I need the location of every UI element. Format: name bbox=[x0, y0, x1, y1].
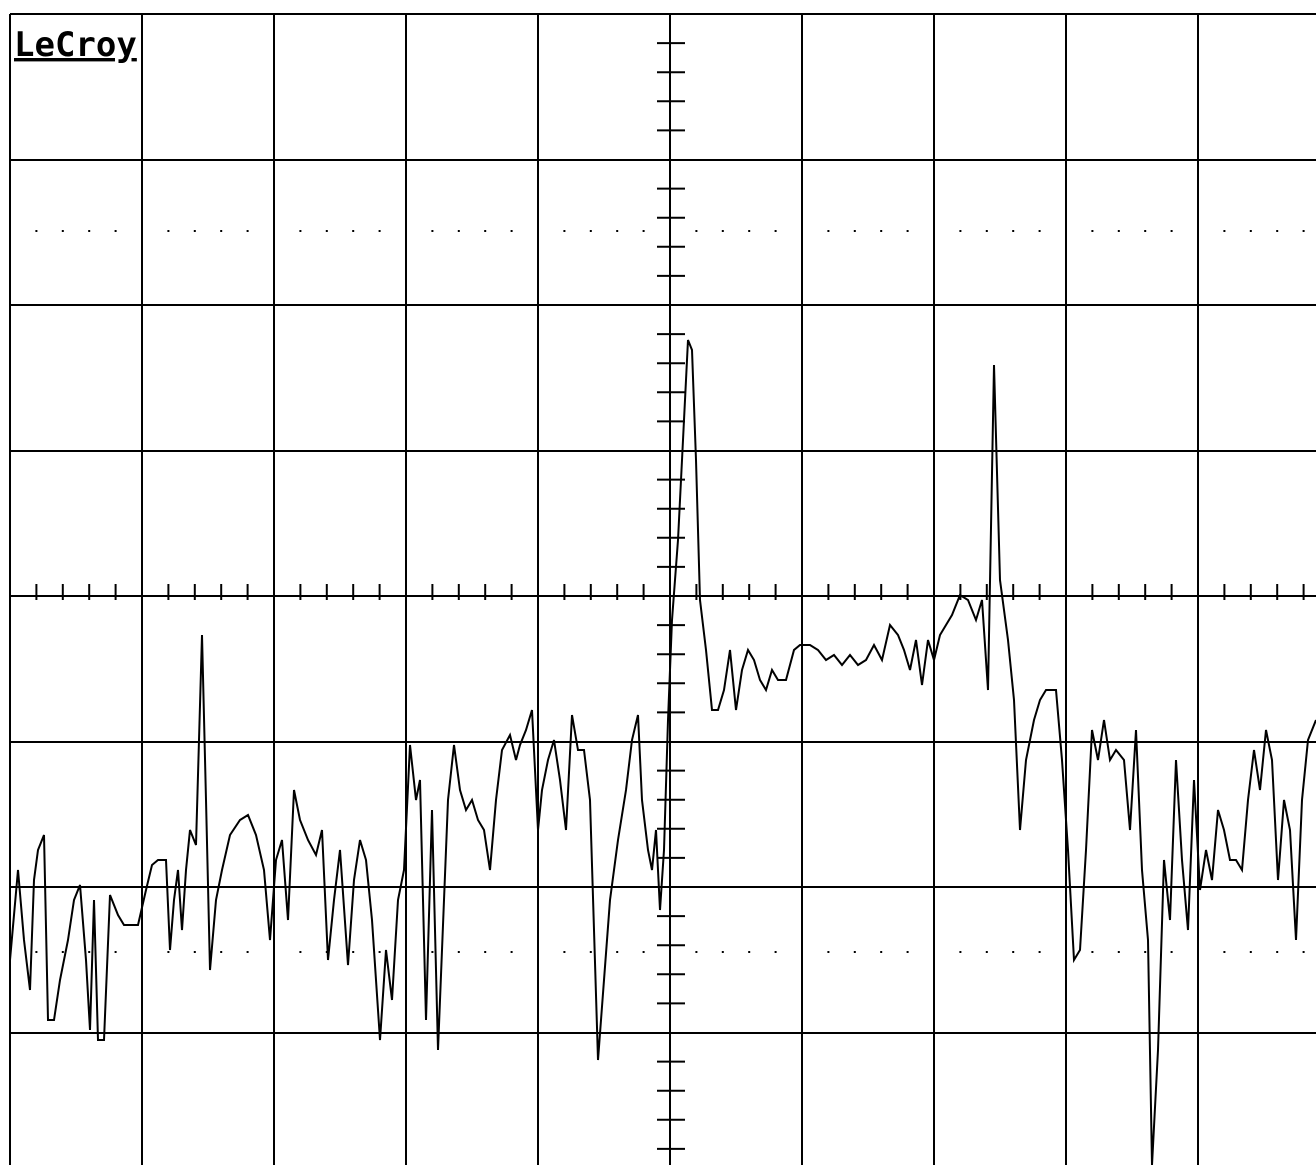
grid-dot bbox=[61, 230, 64, 232]
grid-dot bbox=[510, 951, 513, 953]
grid-dot bbox=[906, 951, 909, 953]
logo-backdrop bbox=[12, 18, 138, 68]
grid-dot bbox=[721, 230, 724, 232]
grid-dot bbox=[642, 951, 645, 953]
grid-dot bbox=[1091, 951, 1094, 953]
grid-dot bbox=[352, 951, 355, 953]
grid-dot bbox=[616, 951, 619, 953]
grid-dot bbox=[616, 230, 619, 232]
grid-dot bbox=[1223, 951, 1226, 953]
grid-dot bbox=[484, 230, 487, 232]
grid-dot bbox=[880, 230, 883, 232]
grid-dot bbox=[642, 230, 645, 232]
grid-dot bbox=[906, 230, 909, 232]
grid-dot bbox=[35, 951, 38, 953]
grid-dot bbox=[695, 230, 698, 232]
grid-dot bbox=[1249, 951, 1252, 953]
grid-dot bbox=[1091, 230, 1094, 232]
grid-dot bbox=[1276, 951, 1279, 953]
grid-dot bbox=[959, 230, 962, 232]
trace bbox=[9, 339, 1316, 1165]
grid-dot bbox=[352, 230, 355, 232]
grid-dot bbox=[457, 951, 460, 953]
grid-dot bbox=[853, 951, 856, 953]
grid-dot bbox=[985, 951, 988, 953]
grid-dot bbox=[246, 230, 249, 232]
grid-dot bbox=[1117, 230, 1120, 232]
grid-dot bbox=[378, 230, 381, 232]
grid-dot bbox=[748, 951, 751, 953]
grid-dot bbox=[88, 951, 91, 953]
grid-dot bbox=[1012, 951, 1015, 953]
grid-dot bbox=[563, 951, 566, 953]
grid-dot bbox=[431, 951, 434, 953]
logo: LeCroy bbox=[14, 25, 137, 65]
grid-dot bbox=[1038, 951, 1041, 953]
grid-dot bbox=[114, 230, 117, 232]
grid-dot bbox=[484, 951, 487, 953]
graticule bbox=[9, 13, 1316, 1165]
grid-dot bbox=[220, 951, 223, 953]
grid-dot bbox=[1302, 230, 1305, 232]
grid-dot bbox=[721, 951, 724, 953]
grid-dot bbox=[220, 230, 223, 232]
grid-dot bbox=[827, 951, 830, 953]
grid-dot bbox=[378, 951, 381, 953]
grid-dot bbox=[1249, 230, 1252, 232]
grid-dot bbox=[1144, 951, 1147, 953]
grid-dot bbox=[193, 951, 196, 953]
grid-dot bbox=[61, 951, 64, 953]
grid-dot bbox=[299, 951, 302, 953]
grid-dot bbox=[1170, 230, 1173, 232]
grid-dot bbox=[985, 230, 988, 232]
grid-dot bbox=[1170, 951, 1173, 953]
grid-dot bbox=[431, 230, 434, 232]
grid-dot bbox=[774, 951, 777, 953]
grid-dot bbox=[167, 951, 170, 953]
grid-dot bbox=[88, 230, 91, 232]
grid-dot bbox=[167, 230, 170, 232]
grid-dot bbox=[563, 230, 566, 232]
grid-dot bbox=[959, 951, 962, 953]
grid-dot bbox=[1276, 230, 1279, 232]
grid-dot bbox=[1223, 230, 1226, 232]
grid-dot bbox=[589, 951, 592, 953]
grid-dot bbox=[1038, 230, 1041, 232]
grid-dot bbox=[1144, 230, 1147, 232]
grid-dot bbox=[880, 951, 883, 953]
grid-dot bbox=[853, 230, 856, 232]
grid-dot bbox=[1117, 951, 1120, 953]
grid-dot bbox=[246, 951, 249, 953]
grid-dot bbox=[1302, 951, 1305, 953]
grid-dot bbox=[325, 230, 328, 232]
grid-dot bbox=[35, 230, 38, 232]
grid-dot bbox=[695, 951, 698, 953]
grid-dot bbox=[774, 230, 777, 232]
grid-dot bbox=[193, 230, 196, 232]
grid-dot bbox=[510, 230, 513, 232]
grid-dot bbox=[299, 230, 302, 232]
grid-dot bbox=[457, 230, 460, 232]
grid-dot bbox=[1012, 230, 1015, 232]
grid-dot bbox=[748, 230, 751, 232]
grid-dot bbox=[827, 230, 830, 232]
grid-dot bbox=[114, 951, 117, 953]
grid-dot bbox=[589, 230, 592, 232]
